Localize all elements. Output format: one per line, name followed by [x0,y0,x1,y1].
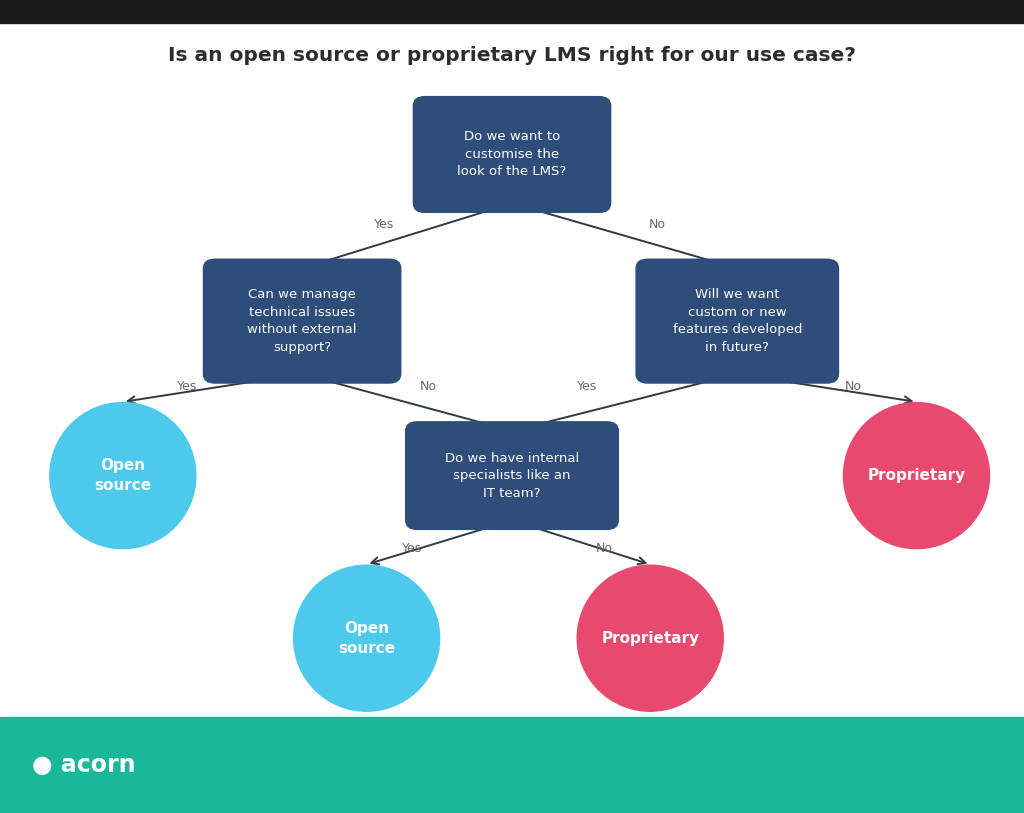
Text: Do we have internal
specialists like an
IT team?: Do we have internal specialists like an … [444,451,580,500]
Text: No: No [596,542,612,555]
Text: No: No [649,218,666,231]
Ellipse shape [843,402,990,550]
Text: Proprietary: Proprietary [601,631,699,646]
Text: Is an open source or proprietary LMS right for our use case?: Is an open source or proprietary LMS rig… [168,46,856,65]
Ellipse shape [293,564,440,712]
Text: Proprietary: Proprietary [867,468,966,483]
Text: Yes: Yes [374,218,394,231]
Text: Yes: Yes [577,380,597,393]
Text: No: No [420,380,436,393]
Text: Open
source: Open source [338,621,395,655]
Ellipse shape [577,564,724,712]
Ellipse shape [49,402,197,550]
Text: ● acorn: ● acorn [32,753,136,777]
Text: Can we manage
technical issues
without external
support?: Can we manage technical issues without e… [248,289,356,354]
Bar [0,717,1024,813]
Text: Yes: Yes [401,542,422,555]
FancyBboxPatch shape [413,96,611,213]
FancyBboxPatch shape [404,421,618,530]
Text: No: No [845,380,861,393]
FancyBboxPatch shape [203,259,401,384]
Text: Do we want to
customise the
look of the LMS?: Do we want to customise the look of the … [458,130,566,179]
FancyBboxPatch shape [635,259,839,384]
Text: Will we want
custom or new
features developed
in future?: Will we want custom or new features deve… [673,289,802,354]
Text: Yes: Yes [177,380,198,393]
Text: Open
source: Open source [94,459,152,493]
Bar [0,0,1024,23]
